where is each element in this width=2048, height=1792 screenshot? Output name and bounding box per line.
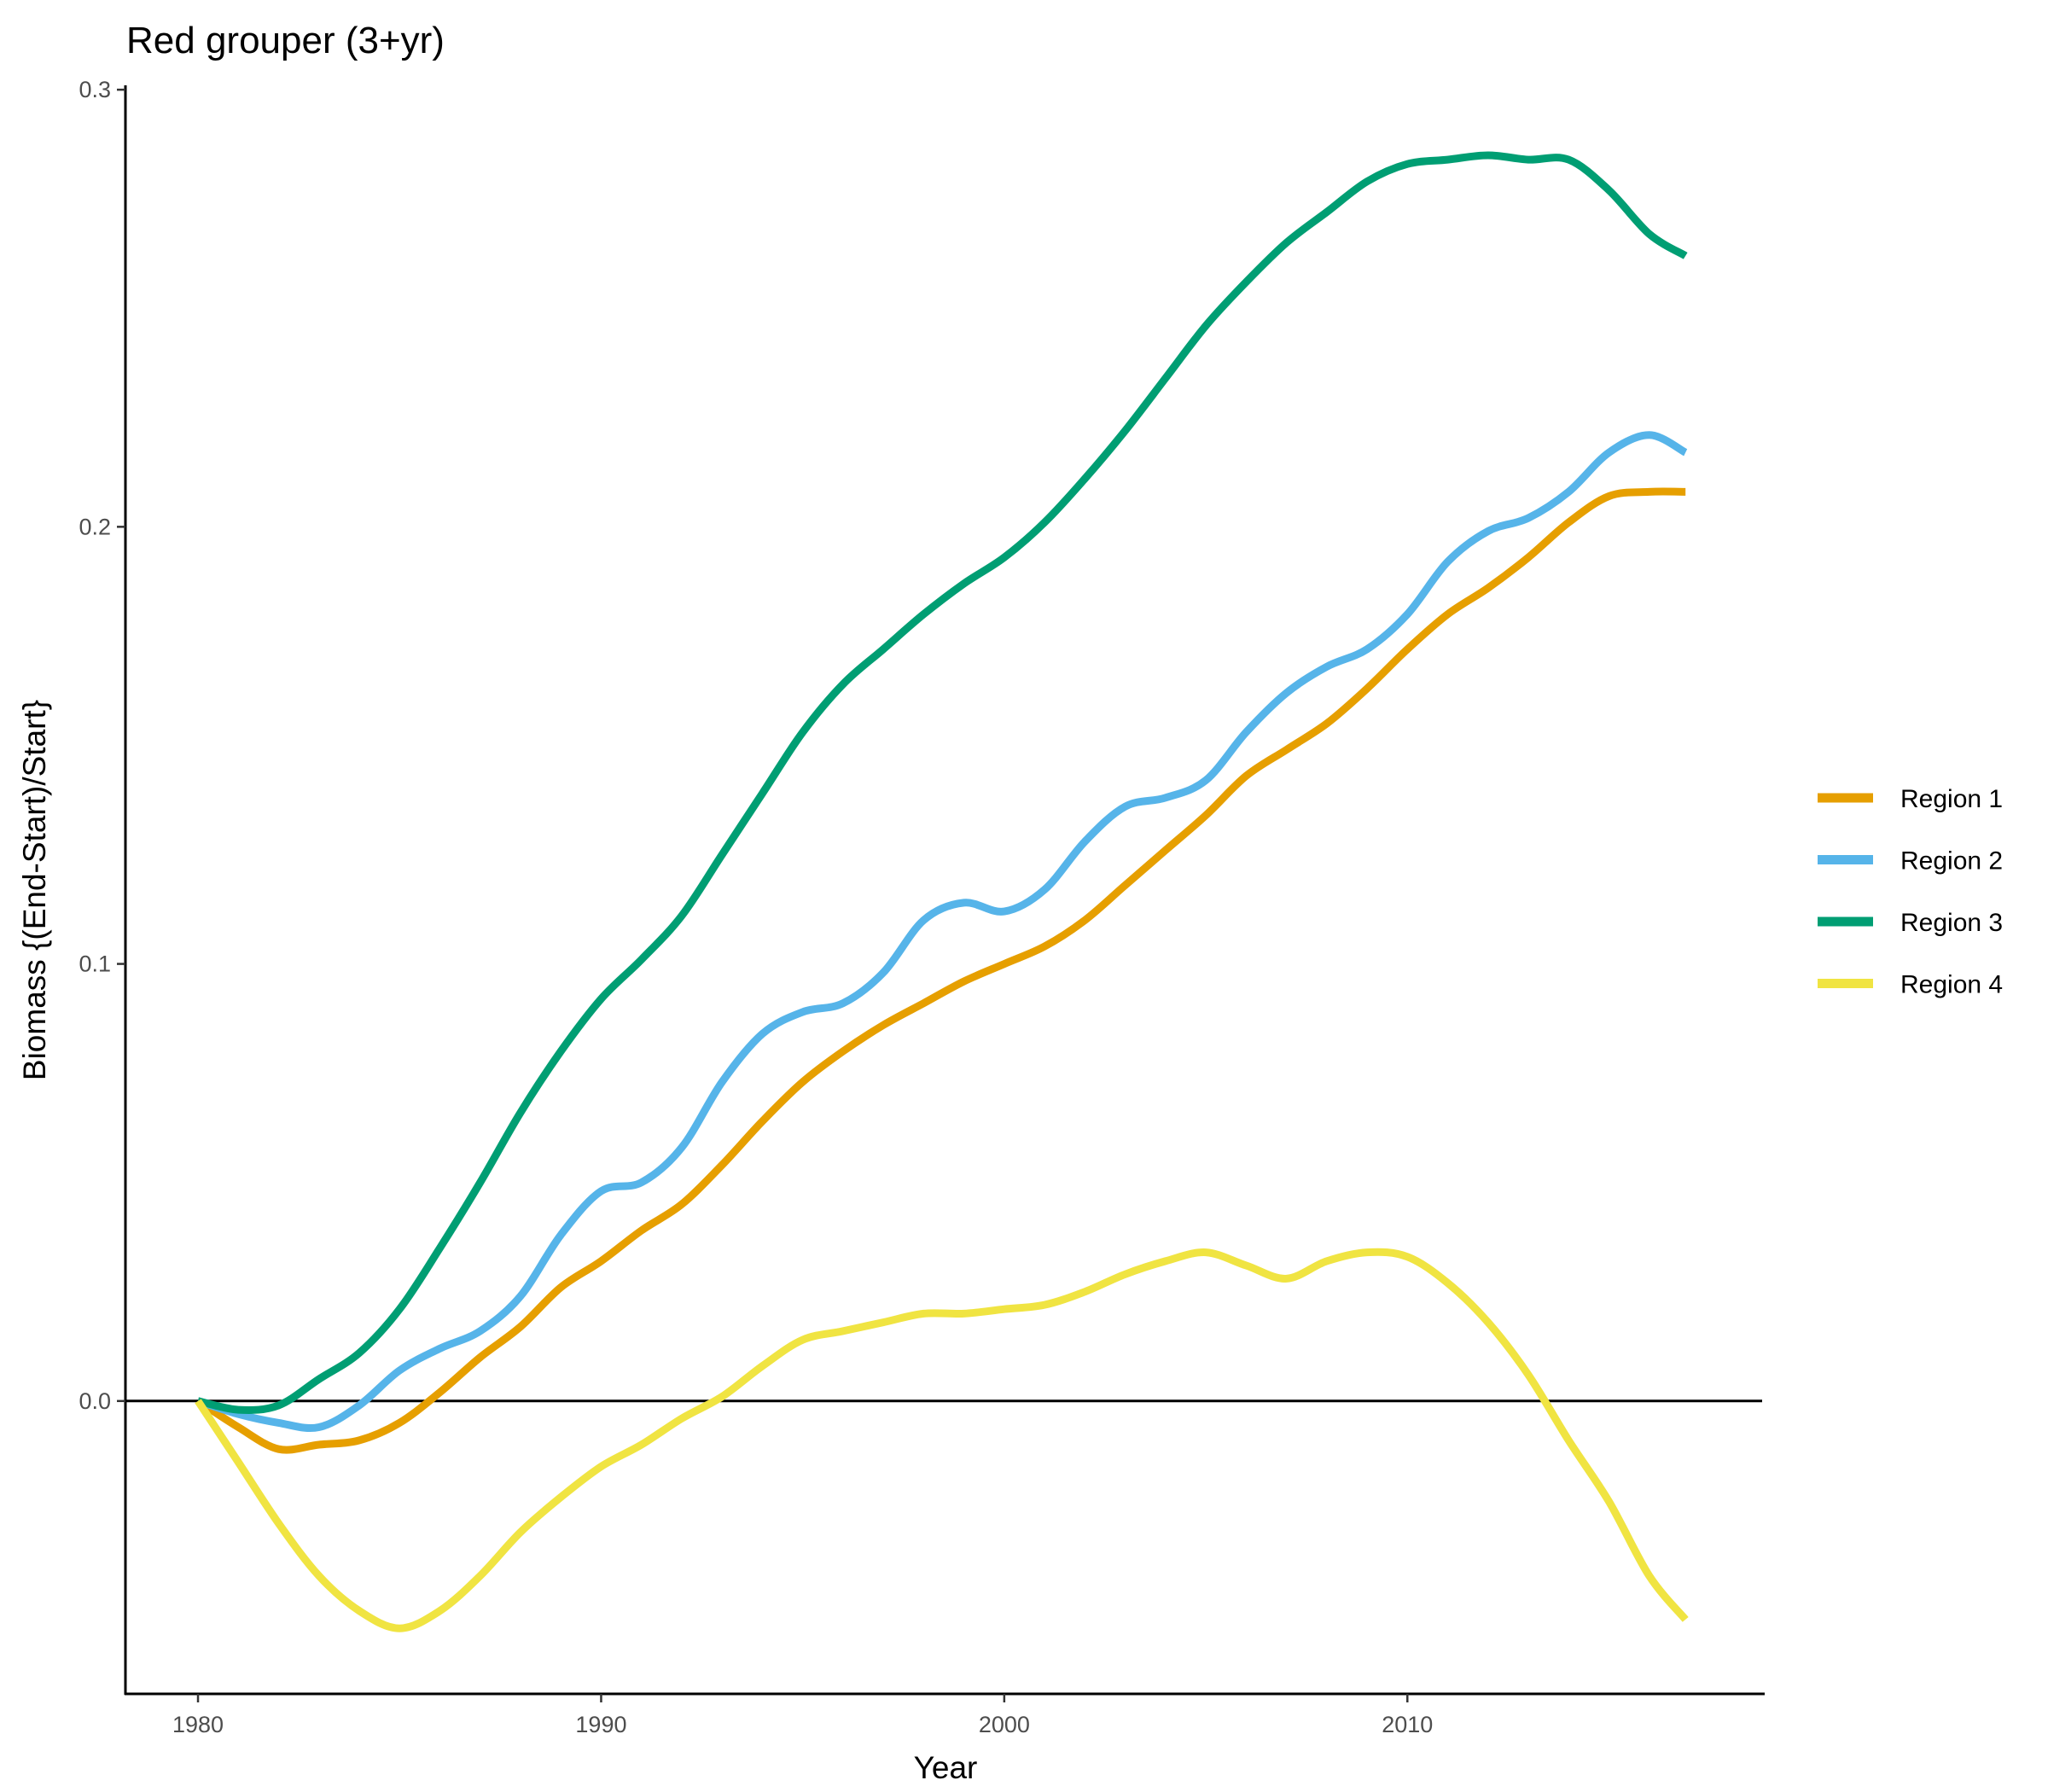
axes [124, 85, 1765, 1696]
series-line-region-3 [196, 151, 1688, 1414]
x-tick-label: 2000 [979, 1712, 1030, 1737]
legend-label-region-4: Region 4 [1900, 971, 2003, 999]
x-tick-label: 1980 [172, 1712, 224, 1737]
legend-label-region-2: Region 2 [1900, 847, 2003, 876]
x-axis-title: Year [914, 1750, 978, 1785]
legend: Region 1 Region 2 Region 3 Region 4 [1818, 785, 2003, 999]
legend-label-region-3: Region 3 [1900, 909, 2003, 937]
x-tick-label: 2010 [1382, 1712, 1433, 1737]
y-axis-title: Biomass {(End-Start)/Start} [17, 700, 52, 1080]
y-tick-label: 0.0 [79, 1388, 111, 1414]
legend-label-region-1: Region 1 [1900, 785, 2003, 813]
series-line-region-2 [196, 431, 1688, 1433]
y-tick-label: 0.1 [79, 951, 111, 977]
plot-area [125, 151, 1762, 1632]
series-line-region-1 [195, 487, 1686, 1454]
chart-title: Red grouper (3+yr) [126, 20, 445, 61]
x-tick-label: 1990 [575, 1712, 626, 1737]
axis-ticks: 1980 1990 2000 2010 0.0 0.1 0.2 0.3 [79, 77, 1433, 1737]
series-line-region-4 [195, 1248, 1689, 1632]
y-tick-label: 0.2 [79, 514, 111, 539]
y-tick-label: 0.3 [79, 77, 111, 102]
